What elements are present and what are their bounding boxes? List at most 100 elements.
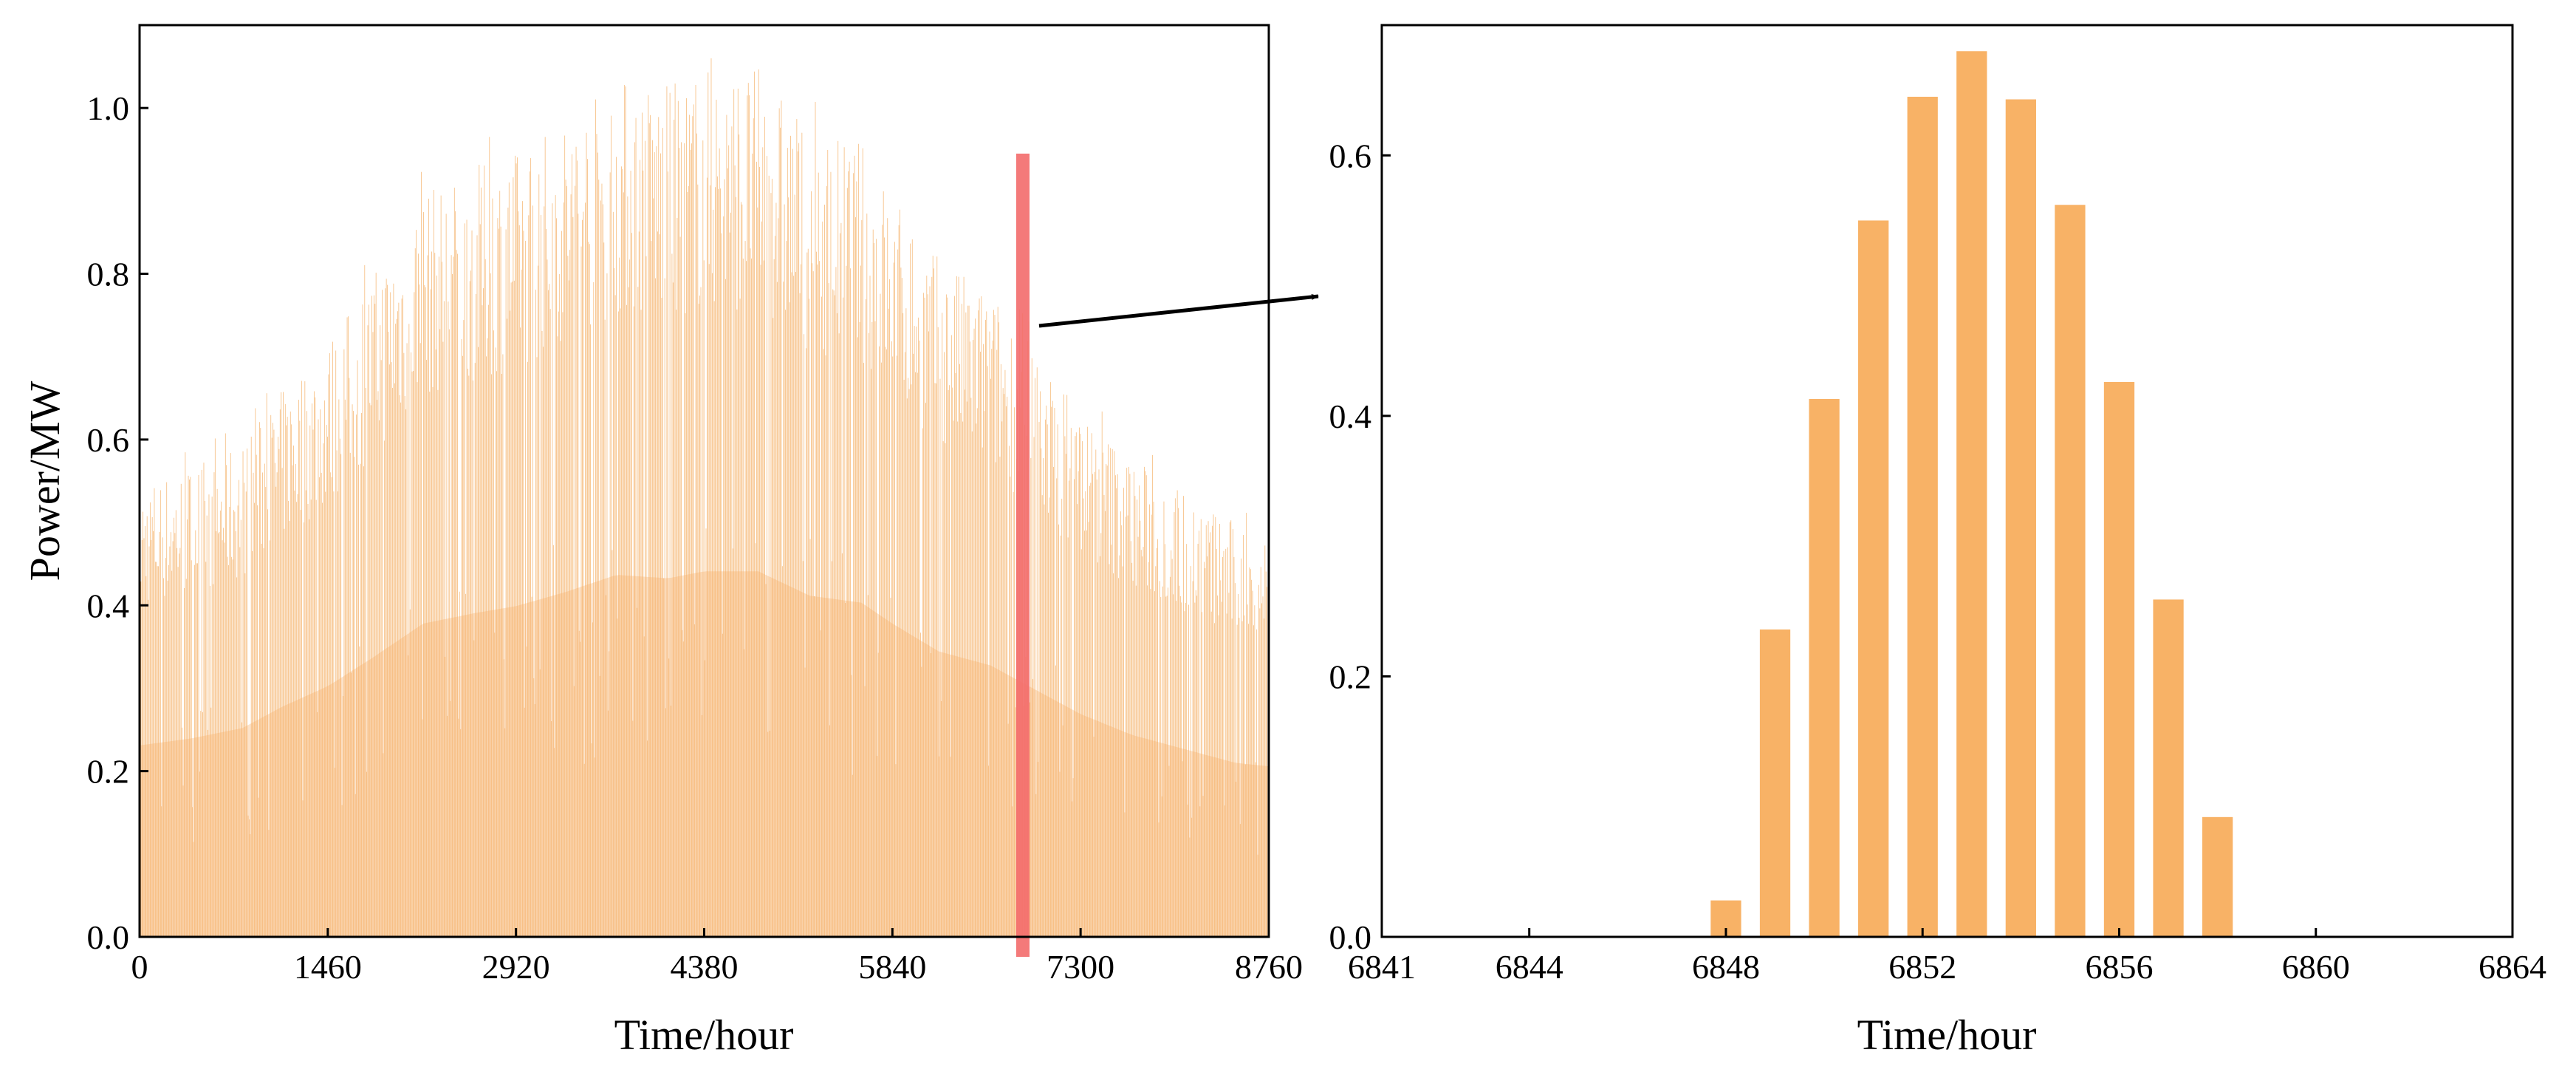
daily-power-bar bbox=[998, 322, 999, 937]
daily-power-bar bbox=[742, 258, 744, 938]
daily-power-bar bbox=[414, 248, 416, 938]
daily-power-bar bbox=[920, 632, 921, 937]
daily-power-bar bbox=[875, 239, 877, 937]
daily-power-bar bbox=[991, 349, 993, 937]
daily-power-bar bbox=[653, 198, 654, 937]
x-tick-label: 8760 bbox=[1235, 948, 1303, 986]
daily-power-bar bbox=[357, 360, 358, 937]
daily-power-bar bbox=[471, 230, 473, 937]
daily-power-bar bbox=[837, 140, 839, 937]
daily-power-bar bbox=[146, 516, 148, 937]
daily-power-bar bbox=[434, 253, 436, 937]
daily-power-bar bbox=[145, 576, 147, 937]
daily-power-bar bbox=[451, 255, 452, 937]
daily-power-bar bbox=[730, 212, 731, 937]
daily-power-bar bbox=[402, 295, 403, 937]
daily-power-bar bbox=[163, 578, 164, 937]
hourly-power-bar bbox=[1809, 398, 1840, 937]
daily-power-bar bbox=[1066, 395, 1068, 937]
daily-power-bar bbox=[616, 157, 617, 937]
daily-power-bar bbox=[148, 546, 150, 937]
daily-power-bar bbox=[1049, 382, 1051, 937]
daily-power-bar bbox=[322, 502, 323, 937]
daily-power-bar bbox=[925, 403, 926, 937]
daily-power-bar bbox=[1171, 559, 1173, 937]
daily-power-bar bbox=[575, 146, 577, 938]
daily-power-bar bbox=[988, 765, 989, 937]
daily-power-bar bbox=[252, 550, 253, 937]
daily-power-bar bbox=[374, 304, 376, 937]
daily-power-bar bbox=[505, 229, 507, 937]
daily-power-bar bbox=[385, 288, 386, 937]
daily-power-bar bbox=[754, 71, 756, 937]
daily-power-bar bbox=[1154, 591, 1155, 937]
daily-power-bar bbox=[1178, 508, 1179, 937]
daily-power-bar bbox=[154, 488, 155, 937]
daily-power-bar bbox=[856, 181, 857, 937]
daily-power-bar bbox=[213, 472, 215, 937]
daily-power-bar bbox=[486, 356, 487, 937]
daily-power-bar bbox=[1143, 547, 1144, 937]
daily-power-bar bbox=[356, 415, 357, 937]
daily-power-bar bbox=[910, 243, 911, 938]
daily-power-bar bbox=[237, 505, 239, 937]
daily-power-bar bbox=[968, 305, 970, 937]
daily-power-bar bbox=[737, 88, 739, 938]
daily-power-bar bbox=[1044, 504, 1045, 937]
daily-power-bar bbox=[335, 350, 337, 937]
daily-power-bar bbox=[937, 327, 939, 938]
daily-power-bar bbox=[419, 343, 421, 937]
daily-power-bar bbox=[1165, 596, 1167, 937]
daily-power-bar bbox=[287, 417, 288, 937]
power-fill bbox=[140, 571, 1269, 937]
daily-power-bar bbox=[281, 468, 283, 937]
daily-power-bar bbox=[391, 362, 392, 937]
daily-power-bar bbox=[1074, 479, 1075, 937]
daily-power-bar bbox=[221, 501, 222, 937]
daily-power-bar bbox=[295, 463, 296, 937]
daily-power-bar bbox=[567, 256, 569, 937]
daily-power-bar bbox=[504, 728, 506, 937]
daily-power-bar bbox=[566, 185, 567, 938]
daily-power-bar bbox=[851, 675, 852, 937]
hourly-power-bar bbox=[2202, 816, 2233, 937]
daily-power-bar bbox=[872, 229, 874, 937]
daily-power-bar bbox=[416, 230, 417, 938]
daily-power-bar bbox=[378, 420, 380, 937]
daily-power-bar bbox=[228, 565, 229, 937]
daily-power-bar bbox=[711, 273, 713, 938]
daily-power-bar bbox=[892, 356, 894, 938]
daily-power-bar bbox=[1010, 477, 1011, 937]
daily-power-bar bbox=[578, 630, 580, 937]
daily-power-bar bbox=[1258, 584, 1259, 937]
daily-power-bar bbox=[448, 301, 449, 937]
daily-power-bar bbox=[1038, 422, 1040, 937]
daily-power-bar bbox=[939, 378, 941, 937]
daily-power-bar bbox=[265, 487, 267, 937]
daily-power-bar bbox=[1222, 556, 1223, 937]
daily-power-bar bbox=[397, 311, 398, 937]
daily-power-bar bbox=[1128, 466, 1129, 937]
daily-power-bar bbox=[185, 579, 187, 937]
daily-power-bar bbox=[1209, 542, 1210, 937]
daily-power-bar bbox=[879, 346, 880, 937]
daily-power-bar bbox=[1181, 602, 1182, 937]
daily-power-bar bbox=[1077, 504, 1078, 937]
daily-power-bar bbox=[685, 313, 686, 937]
daily-power-bar bbox=[716, 99, 717, 938]
daily-power-bar bbox=[617, 618, 618, 937]
daily-power-bar bbox=[984, 411, 985, 937]
daily-power-bar bbox=[588, 242, 589, 937]
right-x-ticks: 6841 6844 6848 6852 6856 6860 6864 bbox=[1348, 928, 2546, 986]
daily-power-bar bbox=[952, 387, 953, 937]
daily-power-bar bbox=[262, 472, 263, 937]
daily-power-bar bbox=[409, 609, 411, 937]
daily-power-bar bbox=[945, 443, 946, 937]
daily-power-bar bbox=[1095, 449, 1097, 937]
daily-power-bar bbox=[1148, 562, 1149, 937]
daily-power-bar bbox=[765, 584, 767, 937]
daily-power-bar bbox=[1234, 583, 1236, 937]
daily-power-bar bbox=[1183, 496, 1184, 937]
daily-power-bar bbox=[929, 286, 931, 937]
daily-power-bar bbox=[826, 185, 827, 937]
